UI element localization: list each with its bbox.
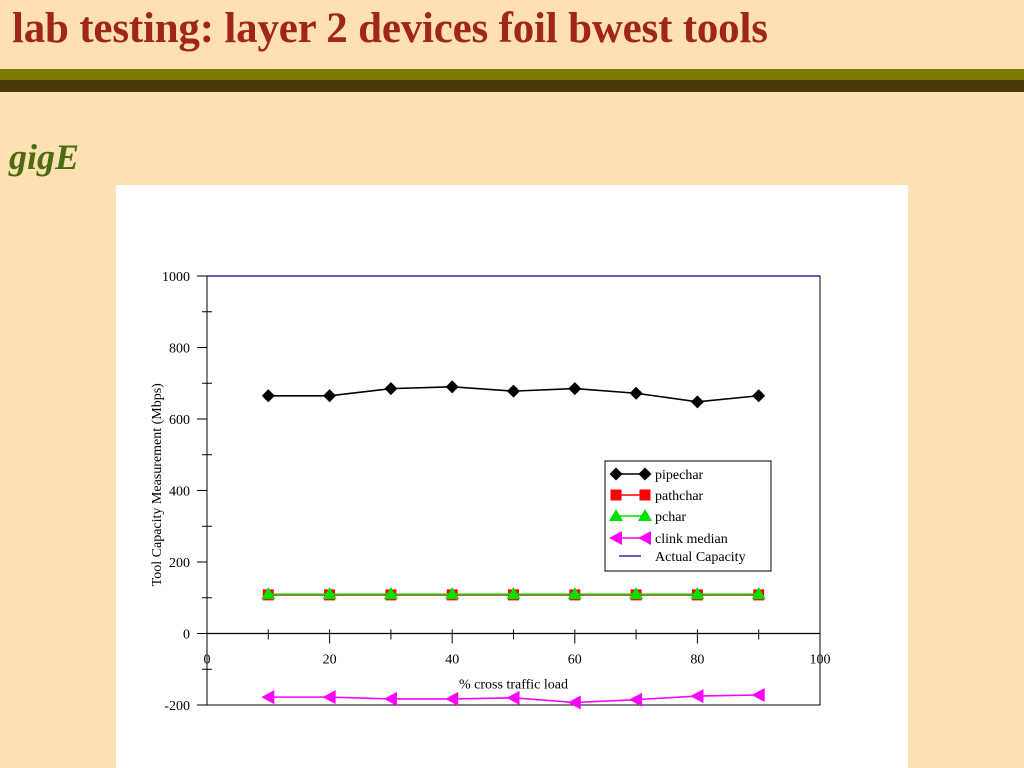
legend-marker-clink-median	[638, 531, 651, 545]
data-point-pchar	[261, 587, 276, 600]
data-point-pipechar	[384, 382, 398, 396]
legend-marker-pchar	[609, 509, 623, 521]
title-divider-bar	[0, 69, 1024, 80]
data-point-pchar	[383, 587, 398, 600]
y-tick-label: 400	[169, 485, 190, 500]
data-point-clink-median	[751, 687, 765, 702]
legend-label-actual-capacity: Actual Capacity	[655, 550, 746, 565]
title-divider-shadow	[0, 80, 1024, 92]
data-point-pipechar	[261, 389, 275, 403]
data-point-pipechar	[690, 395, 704, 409]
slide-title: lab testing: layer 2 devices foil bwest …	[12, 5, 768, 52]
data-point-clink-median	[629, 692, 643, 707]
data-point-pipechar	[752, 389, 766, 403]
legend-label-pchar: pchar	[655, 510, 686, 525]
data-point-clink-median	[506, 690, 520, 705]
slide-subtitle: gigE	[9, 137, 80, 177]
data-point-pchar	[751, 587, 766, 600]
data-point-pchar	[322, 587, 337, 600]
x-tick-label: 80	[690, 653, 704, 668]
y-tick-label: 800	[169, 342, 190, 357]
data-point-clink-median	[383, 691, 397, 706]
y-tick-label: 1000	[162, 270, 190, 285]
legend-marker-pathchar	[610, 489, 622, 501]
y-tick-label: 200	[169, 556, 190, 571]
data-point-clink-median	[322, 690, 336, 705]
legend-marker-pchar	[638, 509, 652, 521]
capacity-chart: -200 0 200 400 600 800 1000 0 20 40 60 80 100 % cross…	[150, 270, 831, 714]
data-point-clink-median	[690, 689, 704, 704]
legend-marker-pipechar	[638, 467, 652, 481]
data-point-pipechar	[323, 389, 337, 403]
x-tick-label: 100	[810, 653, 831, 668]
legend-label-pipechar: pipechar	[655, 468, 704, 483]
data-point-pchar	[506, 587, 521, 600]
x-tick-label: 60	[568, 653, 582, 668]
y-axis-label: Tool Capacity Measurement (Mbps)	[150, 383, 165, 586]
data-point-clink-median	[445, 691, 459, 706]
data-point-pipechar	[507, 384, 520, 398]
data-point-pipechar	[445, 380, 459, 394]
data-point-pipechar	[568, 382, 582, 396]
data-point-clink-median	[261, 690, 275, 705]
data-point-pchar	[690, 587, 705, 600]
y-tick-label: -200	[164, 699, 190, 714]
data-point-clink-median	[567, 695, 581, 710]
data-point-pipechar	[629, 386, 643, 400]
chart-panel: -200 0 200 400 600 800 1000 0 20 40 60 80 100 % cross…	[116, 185, 908, 768]
data-point-pchar	[629, 587, 644, 600]
data-point-pchar	[567, 587, 582, 600]
legend-marker-clink-median	[609, 531, 622, 545]
legend-marker-pathchar	[639, 489, 651, 501]
y-tick-label: 600	[169, 413, 190, 428]
x-tick-label: 40	[445, 653, 459, 668]
data-point-pchar	[445, 587, 460, 600]
x-tick-label: 0	[204, 653, 211, 668]
x-axis-label: % cross traffic load	[459, 678, 568, 693]
legend-label-pathchar: pathchar	[655, 489, 704, 504]
series-clink-median	[261, 687, 765, 710]
y-tick-label: 0	[183, 628, 190, 643]
legend-label-clink-median: clink median	[655, 532, 728, 547]
series-pchar	[261, 587, 766, 600]
legend: pipechar pathchar pchar clink median Actual …	[604, 460, 772, 572]
series-pipechar	[261, 380, 766, 409]
x-tick-label: 20	[323, 653, 337, 668]
legend-marker-pipechar	[609, 467, 623, 481]
